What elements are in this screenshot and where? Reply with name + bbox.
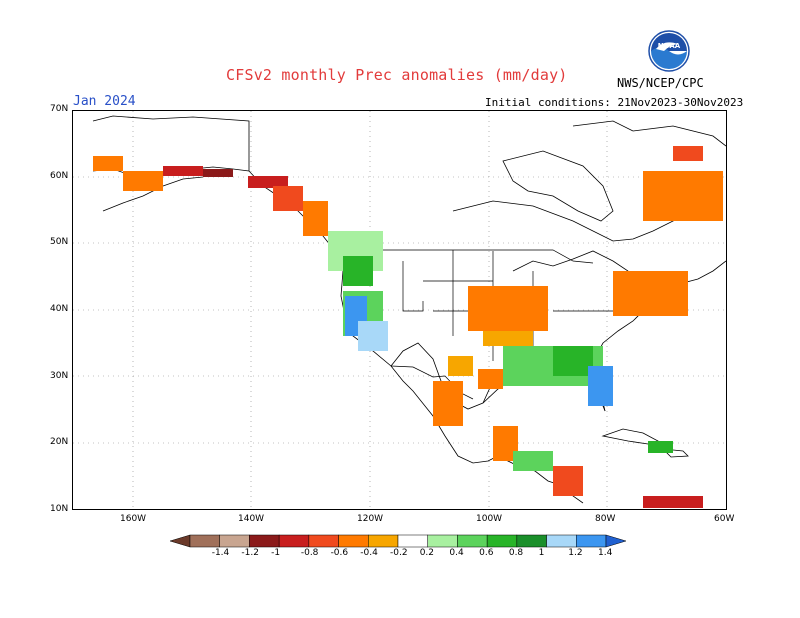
wet-anomaly-patches [328,231,673,471]
colorbar-label: 0.4 [449,548,464,558]
colorbar-label: -0.4 [360,548,378,558]
colorbar-label: 0.8 [508,548,524,558]
lat-label: 10N [50,504,69,514]
lat-label: 40N [50,304,69,314]
colorbar-swatch [249,534,280,548]
colorbar-swatch [308,534,339,548]
colorbar-label: -1 [271,548,281,558]
lon-label: 140W [238,514,265,524]
lat-label: 70N [50,104,69,114]
colorbar-label: -1.2 [241,548,259,558]
colorbar-swatch [219,534,250,548]
colorbar-label: -1.4 [211,548,230,558]
colorbar-swatch [278,534,310,548]
lon-label: 60W [714,514,735,524]
colorbar-swatch [457,534,488,548]
dry-anomaly-patches [93,146,723,508]
colorbar-swatch [516,534,547,548]
lat-label: 20N [50,437,69,447]
lat-label: 60N [50,171,69,181]
colorbar-label: -0.2 [390,548,408,558]
colorbar-swatch [368,534,399,548]
map-frame [72,110,727,510]
colorbar-swatch [576,534,607,548]
colorbar-label: 1.2 [568,548,583,558]
colorbar-swatch [427,534,458,548]
colorbar [170,534,627,548]
colorbar-swatch [486,534,518,548]
agency-label: NWS/NCEP/CPC [617,76,704,90]
forecast-month: Jan 2024 [73,94,136,109]
colorbar-label: 0.2 [419,548,435,558]
colorbar-label: -0.8 [300,548,319,558]
colorbar-label: -0.6 [330,548,349,558]
colorbar-label: 0.6 [479,548,494,558]
colorbar-swatch [397,534,428,548]
anomaly-map [73,111,727,509]
noaa-logo-icon: NOAA [648,30,690,72]
lat-label: 50N [50,237,69,247]
colorbar-label: 1.4 [598,548,613,558]
page-title: CFSv2 monthly Prec anomalies (mm/day) [226,66,568,84]
colorbar-swatch [189,534,220,548]
colorbar-swatch [546,534,577,548]
lon-label: 100W [476,514,503,524]
lon-label: 160W [120,514,147,524]
colorbar-swatch [338,534,369,548]
lat-label: 30N [50,371,69,381]
logo-text: NOAA [658,42,681,50]
lon-label: 80W [595,514,616,524]
lon-label: 120W [357,514,384,524]
colorbar-label: 1 [538,548,545,558]
initial-conditions: Initial conditions: 21Nov2023-30Nov2023 [485,96,744,109]
